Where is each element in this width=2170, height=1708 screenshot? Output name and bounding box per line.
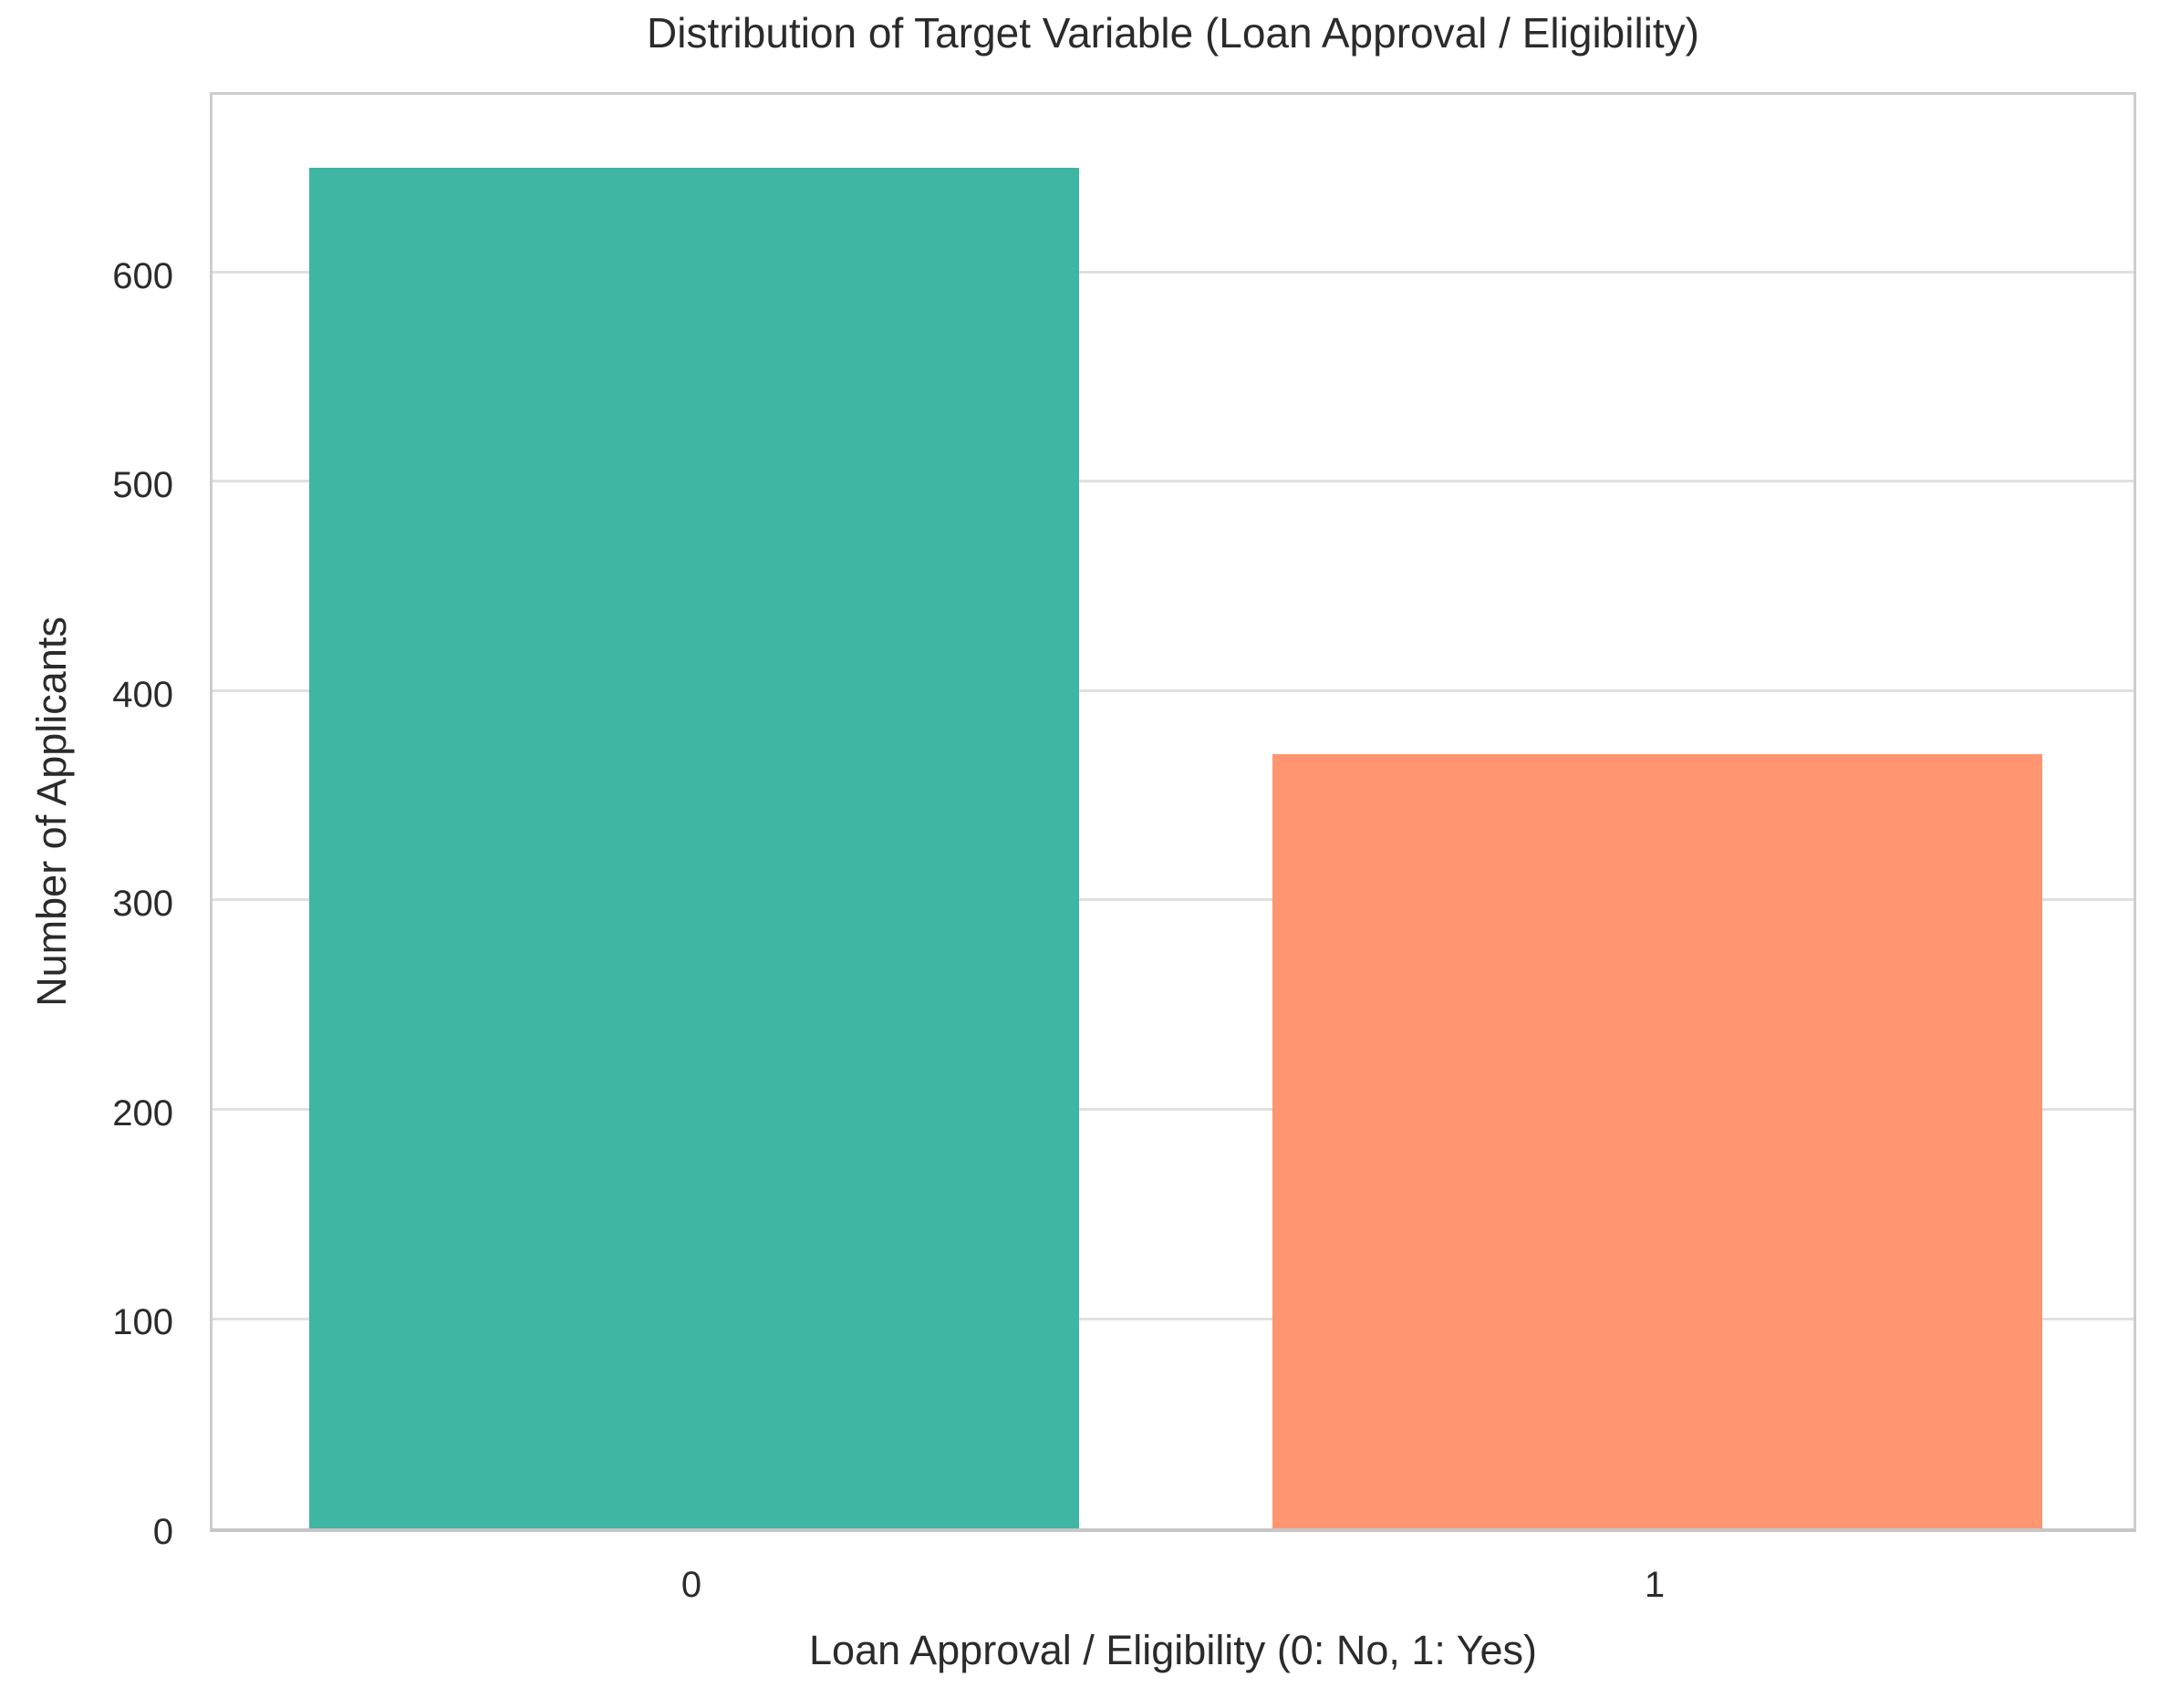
x-axis-label: Loan Approval / Eligibility (0: No, 1: Y… [809, 1627, 1537, 1673]
y-tick-label: 600 [112, 255, 173, 296]
bar-category-0 [308, 168, 1080, 1528]
gridline-y-200 [213, 1108, 2134, 1111]
gridline-y-600 [213, 270, 2134, 274]
gridline-y-500 [213, 480, 2134, 483]
gridline-y-400 [213, 688, 2134, 692]
y-tick-label: 100 [112, 1302, 173, 1343]
chart-title: Distribution of Target Variable (Loan Ap… [647, 9, 1699, 57]
x-tick-label: 1 [1644, 1565, 1666, 1605]
x-tick-label: 0 [680, 1565, 702, 1605]
y-tick-label: 0 [152, 1512, 173, 1552]
bar-category-1 [1272, 753, 2043, 1528]
y-tick-label: 300 [112, 884, 173, 925]
plot-area [210, 92, 2136, 1532]
y-tick-label: 400 [112, 674, 173, 715]
y-tick-label: 500 [112, 465, 173, 506]
y-tick-label: 200 [112, 1092, 173, 1133]
gridline-y-100 [213, 1317, 2134, 1320]
gridline-y-300 [213, 898, 2134, 902]
